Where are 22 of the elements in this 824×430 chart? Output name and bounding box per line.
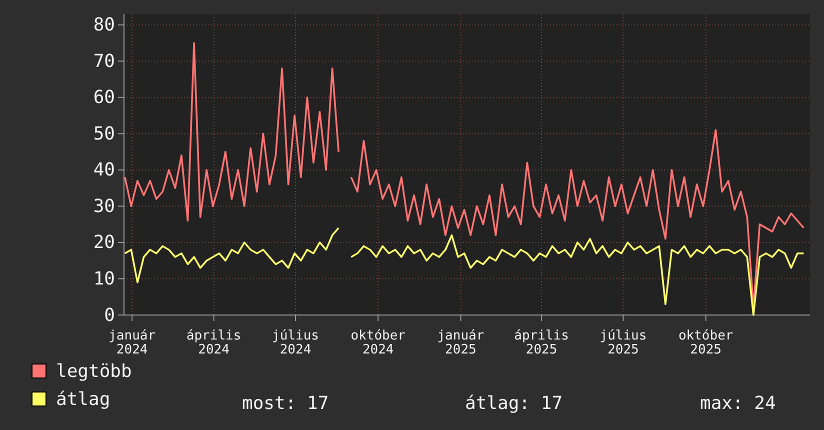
x-tick-label: április 2025 [514, 328, 569, 358]
y-tick-label: 80 [93, 14, 115, 36]
text: most: 17 [242, 393, 329, 414]
x-tick-label: október 2024 [350, 328, 406, 358]
x-tick-label: január 2025 [437, 328, 484, 358]
y-tick-label: 50 [93, 123, 115, 144]
text: átlag: 17 [465, 393, 563, 414]
y-tick-label: 40 [93, 160, 115, 181]
x-tick-label: április 2024 [186, 328, 242, 358]
y-tick-label: 20 [93, 232, 115, 254]
y-tick-label: 60 [93, 87, 115, 108]
text: max: 24 [700, 393, 776, 414]
x-tick-label: október 2025 [678, 328, 734, 358]
legend-label: átlag [56, 389, 110, 410]
y-tick-label: 10 [93, 268, 115, 290]
x-tick-label: január 2024 [108, 328, 156, 358]
legend-label: legtöbb [56, 361, 132, 382]
x-tick-label: július 2025 [600, 328, 647, 358]
y-tick-label: 30 [93, 196, 115, 217]
y-tick-label: 70 [93, 50, 115, 72]
y-tick-label: 0 [104, 304, 115, 326]
x-tick-label: július 2024 [272, 328, 319, 358]
